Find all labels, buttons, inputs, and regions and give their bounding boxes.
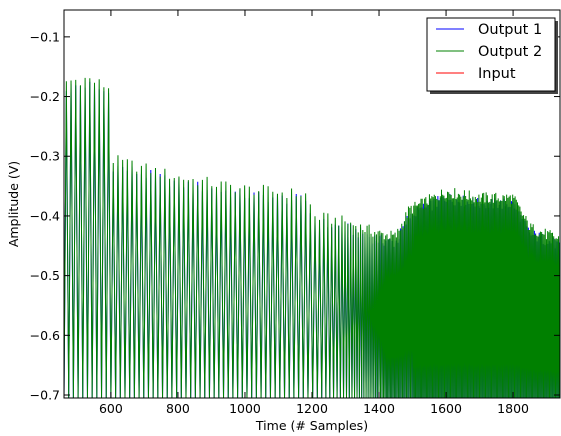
y-axis-label: Amplitude (V)	[6, 161, 21, 247]
x-tick-label: 600	[99, 401, 123, 416]
legend-label-output-1: Output 1	[478, 22, 542, 38]
series-line-output-2	[64, 77, 560, 398]
y-axis: −0.1 −0.2 −0.3 −0.4 −0.5 −0.6 −0.7	[30, 29, 560, 403]
y-tick-label: −0.4	[30, 208, 60, 223]
y-tick-label: −0.6	[30, 328, 60, 343]
x-tick-label: 1200	[296, 401, 328, 416]
y-tick-label: −0.2	[30, 89, 60, 104]
x-tick-label: 1400	[363, 401, 395, 416]
y-tick-label: −0.1	[30, 29, 60, 44]
series-group	[64, 77, 560, 398]
y-tick-label: −0.5	[30, 268, 60, 283]
x-tick-label: 1000	[229, 401, 261, 416]
x-axis: 600 800 1000 1200 1400 1600 1800	[99, 10, 529, 416]
legend: Output 1 Output 2 Input	[426, 17, 558, 94]
legend-label-output-2: Output 2	[478, 44, 542, 60]
x-tick-label: 1600	[430, 401, 462, 416]
y-tick-label: −0.7	[30, 388, 60, 403]
x-tick-label: 800	[166, 401, 190, 416]
legend-label-input: Input	[478, 66, 516, 82]
y-tick-label: −0.3	[30, 149, 60, 164]
x-axis-label: Time (# Samples)	[255, 418, 368, 433]
legend-box	[426, 17, 556, 92]
x-tick-label: 1800	[497, 401, 529, 416]
